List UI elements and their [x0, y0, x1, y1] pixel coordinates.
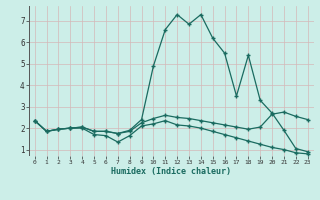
- X-axis label: Humidex (Indice chaleur): Humidex (Indice chaleur): [111, 167, 231, 176]
